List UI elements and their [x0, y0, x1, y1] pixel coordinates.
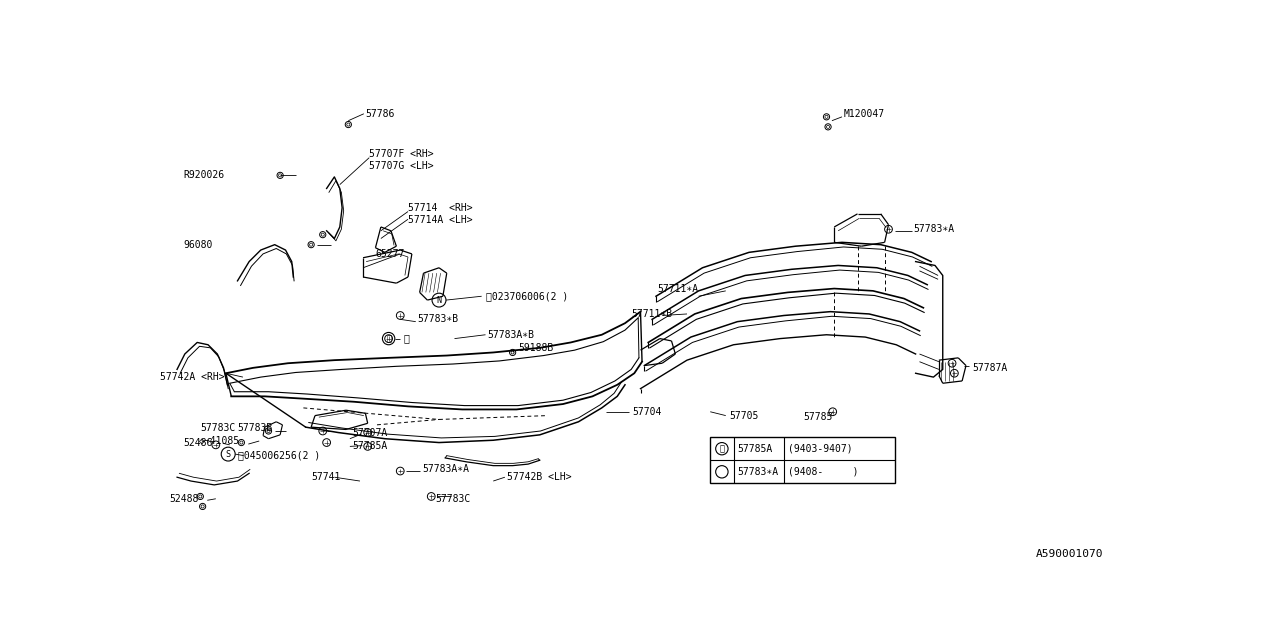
Text: S: S [225, 449, 230, 459]
Text: 57783∗A: 57783∗A [914, 224, 955, 234]
Text: 57742A <RH>: 57742A <RH> [160, 372, 224, 382]
Text: 57705: 57705 [730, 411, 759, 420]
Text: M120047: M120047 [844, 109, 884, 119]
Text: 57785A: 57785A [352, 442, 388, 451]
Text: 57711∗A: 57711∗A [658, 284, 699, 294]
Text: 65277: 65277 [375, 249, 404, 259]
FancyBboxPatch shape [710, 437, 895, 483]
Text: 57783B: 57783B [238, 423, 273, 433]
Text: N: N [436, 296, 442, 305]
Text: 57787A: 57787A [973, 363, 1007, 373]
Text: 57783∗B: 57783∗B [417, 314, 458, 324]
Text: (9403-9407): (9403-9407) [787, 444, 852, 454]
Text: A590001070: A590001070 [1036, 549, 1103, 559]
Text: ①: ① [403, 333, 410, 344]
Text: 57785A: 57785A [737, 444, 773, 454]
Text: 57785: 57785 [804, 412, 832, 422]
Text: 52486: 52486 [183, 438, 212, 448]
Text: 57707A: 57707A [352, 428, 388, 438]
Text: 57783A∗B: 57783A∗B [488, 330, 534, 340]
Text: (9408-     ): (9408- ) [787, 467, 859, 477]
Text: 96080: 96080 [183, 239, 212, 250]
Text: 57707G <LH>: 57707G <LH> [369, 161, 434, 171]
Text: 52488: 52488 [169, 494, 198, 504]
Text: 57783C: 57783C [435, 494, 470, 504]
Text: 57741: 57741 [311, 472, 340, 482]
Text: ⓝ023706006(2 ): ⓝ023706006(2 ) [485, 291, 568, 301]
Text: 59188B: 59188B [518, 343, 553, 353]
Text: ①: ① [387, 334, 392, 343]
Text: 57704: 57704 [632, 407, 662, 417]
Text: 57714A <LH>: 57714A <LH> [408, 215, 472, 225]
Text: 57714  <RH>: 57714 <RH> [408, 203, 472, 212]
Text: 57783∗A: 57783∗A [737, 467, 778, 477]
Text: Ⓢ045006256(2 ): Ⓢ045006256(2 ) [238, 451, 320, 461]
Text: 57711∗B: 57711∗B [631, 309, 672, 319]
Text: ①: ① [719, 444, 724, 453]
Text: 57786: 57786 [365, 109, 394, 119]
Text: 57742B <LH>: 57742B <LH> [507, 472, 572, 482]
Text: 57783A∗A: 57783A∗A [422, 465, 468, 474]
Text: R920026: R920026 [183, 170, 224, 180]
Text: ◇−41085: ◇−41085 [198, 436, 239, 446]
Text: 57707F <RH>: 57707F <RH> [369, 148, 434, 159]
Text: 57783C: 57783C [200, 423, 236, 433]
